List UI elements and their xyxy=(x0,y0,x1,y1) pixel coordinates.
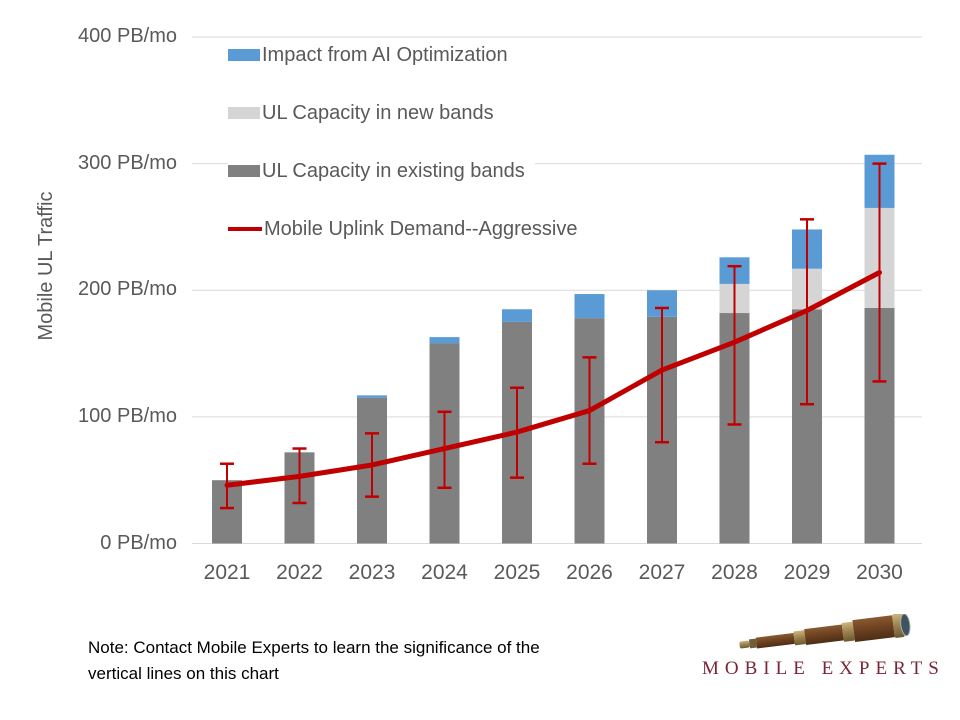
legend-swatch-rect xyxy=(228,107,260,119)
legend-swatch-line xyxy=(228,227,262,231)
y-axis-tick-labels: 0 PB/mo 100 PB/mo 200 PB/mo 300 PB/mo 400 PB… xyxy=(0,0,177,720)
legend-label: Impact from AI Optimization xyxy=(262,43,508,66)
bar-segment xyxy=(429,337,460,344)
legend-item: Impact from AI Optimization xyxy=(228,42,518,68)
bar-segment xyxy=(357,395,387,398)
y-tick-label: 300 PB/mo xyxy=(78,151,177,174)
bar-segment xyxy=(574,294,605,319)
legend-label: UL Capacity in existing bands xyxy=(262,159,525,182)
y-tick-label: 200 PB/mo xyxy=(78,278,177,301)
y-tick-label: 0 PB/mo xyxy=(100,531,177,554)
legend-label: Mobile Uplink Demand--Aggressive xyxy=(264,217,578,240)
x-tick-label: 2028 xyxy=(711,561,758,584)
note-text: Note: Contact Mobile Experts to learn th… xyxy=(88,635,588,687)
logo-text: MOBILE EXPERTS xyxy=(702,658,945,679)
demand-line xyxy=(224,270,882,488)
x-tick-label: 2021 xyxy=(203,561,251,584)
x-tick-label: 2027 xyxy=(638,561,686,584)
x-tick-label: 2026 xyxy=(566,561,613,584)
x-tick-label: 2029 xyxy=(783,561,831,584)
x-tick-label: 2023 xyxy=(348,561,396,584)
legend-swatch-rect xyxy=(228,165,260,177)
mobile-experts-logo: MOBILE EXPERTS xyxy=(692,610,939,690)
bar-segment xyxy=(502,309,532,322)
y-tick-label: 400 PB/mo xyxy=(78,25,177,47)
x-tick-label: 2025 xyxy=(493,561,541,584)
x-tick-label: 2022 xyxy=(276,561,323,584)
note-line-1: Note: Contact Mobile Experts to learn th… xyxy=(88,638,540,657)
legend-item: Mobile Uplink Demand--Aggressive xyxy=(228,216,588,242)
x-tick-label: 2030 xyxy=(856,561,903,584)
legend-item: UL Capacity in existing bands xyxy=(228,158,535,184)
x-tick-label: 2024 xyxy=(421,561,468,584)
legend-swatch-rect xyxy=(228,49,260,61)
note-line-2: vertical lines on this chart xyxy=(88,664,279,683)
legend-label: UL Capacity in new bands xyxy=(262,101,494,124)
y-tick-label: 100 PB/mo xyxy=(78,404,177,427)
telescope-icon xyxy=(739,614,911,649)
legend-item: UL Capacity in new bands xyxy=(228,100,504,126)
